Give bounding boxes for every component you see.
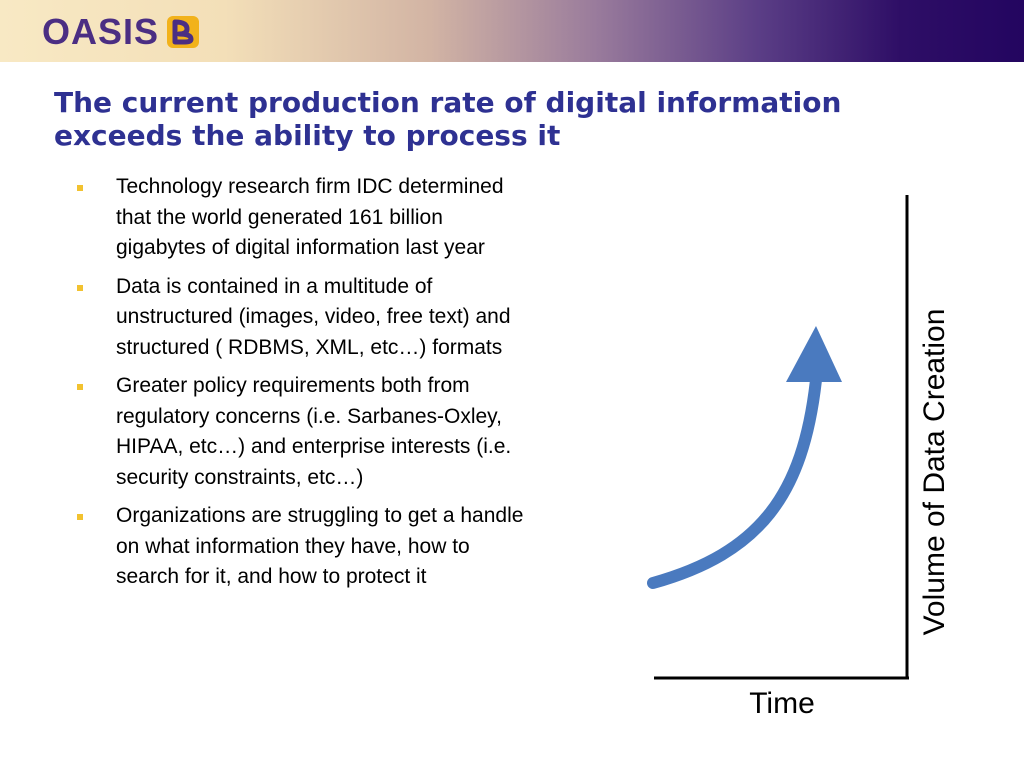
bullet-text: Organizations are struggling to get a ha… [116, 504, 524, 588]
bullet-marker-icon [77, 185, 83, 191]
bullet-item: Greater policy requirements both from re… [76, 371, 536, 493]
x-axis-label: Time [749, 687, 815, 720]
y-axis-label: Volume of Data Creation [918, 309, 951, 636]
bullet-marker-icon [77, 514, 83, 520]
logo-text: OASIS [42, 11, 160, 52]
bullet-text: Technology research firm IDC determined … [116, 175, 504, 259]
oasis-mark-icon [167, 16, 200, 48]
bullet-item: Data is contained in a multitude of unst… [76, 272, 536, 364]
bullet-marker-icon [77, 284, 83, 291]
growth-arrow-head-icon [786, 326, 842, 382]
header-band: OASIS [0, 0, 1024, 62]
oasis-logo: OASIS [42, 11, 200, 52]
bullet-text: Data is contained in a multitude of unst… [116, 274, 511, 359]
bullet-item: Technology research firm IDC determined … [76, 172, 536, 264]
bullet-marker-icon [77, 384, 83, 390]
bullet-item: Organizations are struggling to get a ha… [76, 501, 536, 593]
growth-arrow-shaft [647, 374, 822, 589]
slide-title: The current production rate of digital i… [54, 86, 842, 152]
bullet-list: Technology research firm IDC determined … [76, 172, 536, 601]
bullet-text: Greater policy requirements both from re… [116, 374, 512, 489]
